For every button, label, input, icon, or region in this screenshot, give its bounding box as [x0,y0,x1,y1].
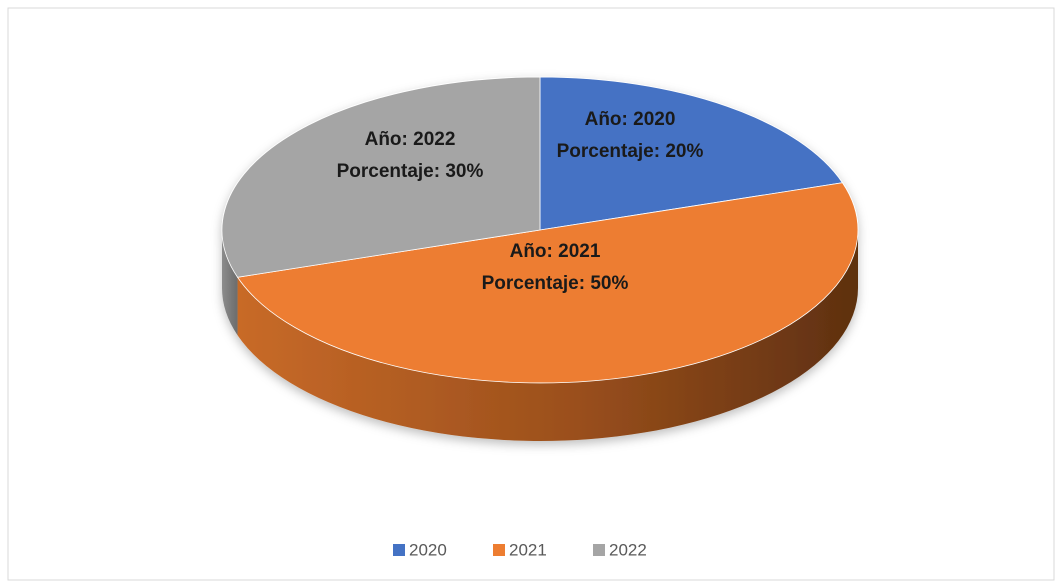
legend-label: 2022 [609,540,647,559]
pie-slice [539,76,844,231]
pie [221,76,859,441]
slice-side [237,230,858,441]
pie-slice [221,76,541,278]
slice-side [222,230,238,336]
data-label-category: Año: 2020 [585,109,676,130]
legend-swatch [493,544,505,556]
legend-swatch [393,544,405,556]
legend-label: 2020 [409,540,447,559]
legend: 2020 2021 2022 [393,540,647,559]
data-label-value: Porcentaje: 30% [337,161,484,182]
data-label-category: Año: 2022 [365,129,456,150]
legend-label: 2021 [509,540,547,559]
data-label-value: Porcentaje: 50% [482,273,629,294]
legend-swatch [593,544,605,556]
data-label-category: Año: 2021 [510,241,601,262]
data-label-value: Porcentaje: 20% [557,141,704,162]
data-labels: Año: 2020 Porcentaje: 20% Año: 2021 Porcent… [337,109,704,294]
pie-slice [236,182,859,384]
